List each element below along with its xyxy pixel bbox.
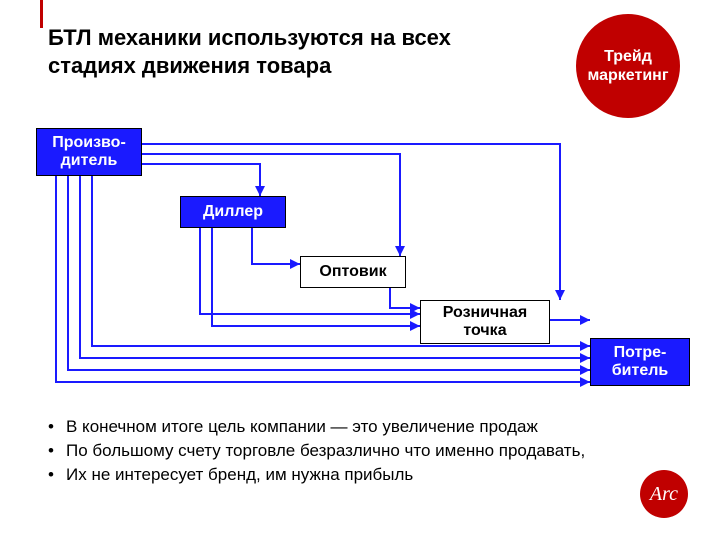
- accent-bar: [40, 0, 43, 28]
- flow-node-n5: Потре- битель: [590, 338, 690, 386]
- bullet-item: В конечном итоге цель компании — это уве…: [48, 416, 658, 438]
- flow-node-n3: Оптовик: [300, 256, 406, 288]
- bullet-item: Их не интересует бренд, им нужна прибыль: [48, 464, 658, 486]
- flow-node-n4: Розничная точка: [420, 300, 550, 344]
- category-badge: Трейд маркетинг: [576, 14, 680, 118]
- flow-node-n2: Диллер: [180, 196, 286, 228]
- bullet-list: В конечном итоге цель компании — это уве…: [48, 416, 658, 488]
- page-title: БТЛ механики используются на всех стадия…: [48, 24, 468, 79]
- flow-node-n1: Произво- дитель: [36, 128, 142, 176]
- arc-logo: Arc: [640, 470, 688, 518]
- bullet-item: По большому счету торговле безразлично ч…: [48, 440, 658, 462]
